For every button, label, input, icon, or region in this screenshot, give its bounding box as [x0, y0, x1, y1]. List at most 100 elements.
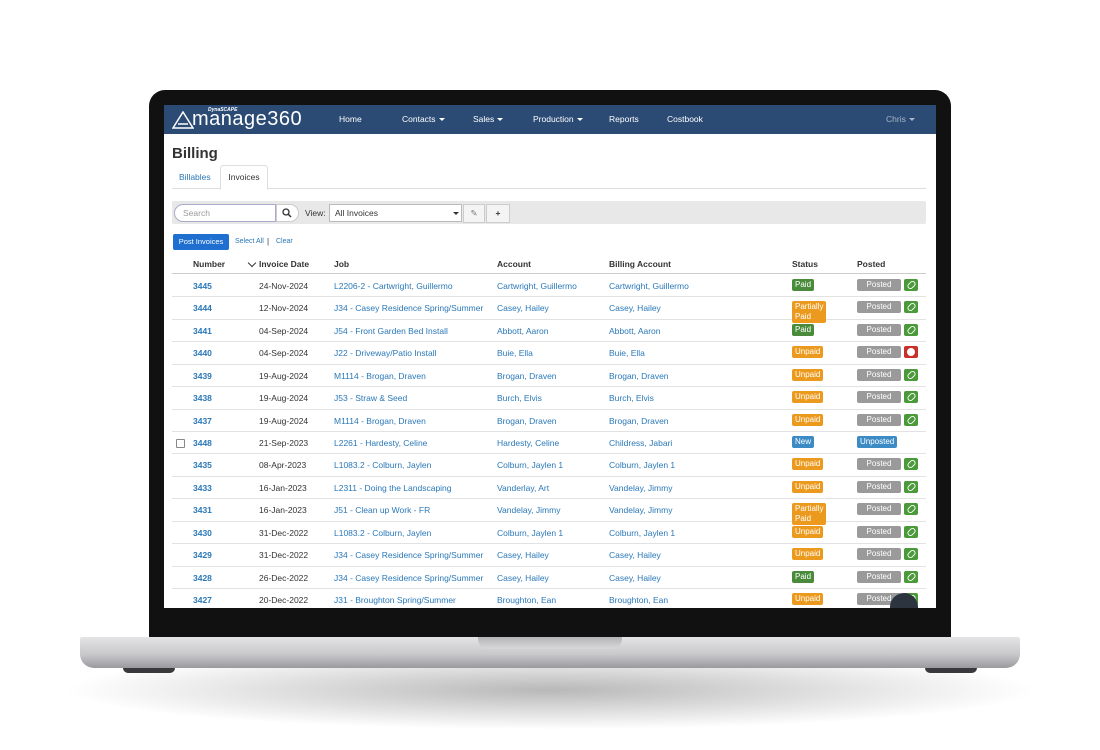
posted-badge[interactable]: Posted: [857, 525, 901, 538]
cell-8-4[interactable]: Vandelay, Jimmy: [609, 482, 673, 493]
cell-8-4[interactable]: Childress, Jabari: [609, 438, 673, 448]
cell-8-3[interactable]: Cartwright, Guillermo: [497, 281, 577, 291]
row-checkbox[interactable]: [176, 439, 185, 448]
cell-8-2[interactable]: L1083.2 - Colburn, Jaylen: [334, 460, 432, 471]
cell-8-0[interactable]: 3441: [193, 325, 212, 336]
cell-8-3[interactable]: Abbott, Aaron: [497, 325, 549, 336]
cell-8-0[interactable]: 3431: [193, 505, 212, 516]
tab-active[interactable]: Invoices: [220, 165, 268, 190]
link-icon[interactable]: [904, 503, 918, 516]
tab[interactable]: Billables: [179, 172, 211, 182]
link-icon[interactable]: [904, 279, 918, 291]
cell-8-0[interactable]: 3430: [193, 527, 212, 538]
posted-badge[interactable]: Posted: [857, 503, 901, 516]
cell-8-2[interactable]: J54 - Front Garden Bed Install: [334, 325, 448, 336]
cell-8-0[interactable]: 3427: [193, 595, 212, 606]
link-icon[interactable]: [904, 323, 918, 336]
cell-8-4[interactable]: Abbott, Aaron: [609, 325, 661, 336]
link-icon[interactable]: [904, 570, 918, 583]
link-icon[interactable]: [904, 301, 918, 314]
nav-costbook[interactable]: Costbook: [667, 114, 703, 124]
cell-8-2[interactable]: M1114 - Brogan, Draven: [334, 370, 426, 381]
column-header[interactable]: Posted: [857, 259, 886, 269]
cell-8-4[interactable]: Burch, Elvis: [609, 393, 654, 404]
column-header[interactable]: Billing Account: [609, 259, 672, 269]
link-icon[interactable]: [904, 458, 918, 471]
nav-user[interactable]: Chris: [886, 114, 915, 124]
cell-8-4[interactable]: Brogan, Draven: [609, 415, 669, 426]
link-icon[interactable]: [904, 368, 918, 381]
posted-badge[interactable]: Posted: [857, 279, 901, 291]
add-view-button[interactable]: +: [486, 204, 510, 223]
cell-8-4[interactable]: Vandelay, Jimmy: [609, 505, 673, 516]
nav-home[interactable]: Home: [339, 114, 362, 124]
cell-8-2[interactable]: L2261 - Hardesty, Celine: [334, 438, 428, 448]
search-button[interactable]: [276, 204, 299, 222]
posted-badge[interactable]: Posted: [857, 368, 901, 381]
cell-8-3[interactable]: Casey, Hailey: [497, 550, 549, 561]
nav-contacts[interactable]: Contacts: [402, 114, 445, 124]
column-header[interactable]: Account: [497, 259, 531, 269]
edit-view-button[interactable]: ✎: [463, 204, 485, 223]
brand[interactable]: manage360: [192, 108, 303, 130]
cell-8-2[interactable]: J22 - Driveway/Patio Install: [334, 348, 437, 359]
cell-8-0[interactable]: 3439: [193, 370, 212, 381]
link-icon[interactable]: [904, 413, 918, 426]
link-icon[interactable]: [904, 480, 918, 493]
nav-reports[interactable]: Reports: [609, 114, 639, 124]
view-select[interactable]: All Invoices: [329, 204, 462, 222]
cell-8-0[interactable]: 3429: [193, 550, 212, 561]
cell-8-2[interactable]: J51 - Clean up Work - FR: [334, 505, 431, 516]
posted-badge[interactable]: Posted: [857, 346, 901, 359]
cell-8-2[interactable]: L1083.2 - Colburn, Jaylen: [334, 527, 432, 538]
cell-8-4[interactable]: Casey, Hailey: [609, 303, 661, 314]
cell-8-3[interactable]: Colburn, Jaylen 1: [497, 460, 564, 471]
nav-production[interactable]: Production: [533, 114, 583, 124]
column-header[interactable]: Job: [334, 259, 350, 269]
cell-8-3[interactable]: Casey, Hailey: [497, 572, 549, 583]
cell-8-3[interactable]: Vandelay, Jimmy: [497, 505, 561, 516]
alert-icon[interactable]: [904, 346, 918, 359]
cell-8-2[interactable]: L2206-2 - Cartwright, Guillermo: [334, 281, 453, 291]
help-button[interactable]: [890, 593, 918, 608]
cell-8-4[interactable]: Broughton, Ean: [609, 595, 669, 606]
cell-8-0[interactable]: 3440: [193, 348, 212, 359]
cell-8-0[interactable]: 3445: [193, 281, 212, 291]
cell-8-3[interactable]: Hardesty, Celine: [497, 438, 560, 448]
link-icon[interactable]: [904, 391, 918, 404]
column-header[interactable]: Number: [193, 259, 226, 269]
cell-8-0[interactable]: 3435: [193, 460, 212, 471]
posted-badge[interactable]: Posted: [857, 548, 901, 561]
cell-8-4[interactable]: Cartwright, Guillermo: [609, 281, 689, 291]
cell-8-0[interactable]: 3437: [193, 415, 212, 426]
posted-badge[interactable]: Posted: [857, 301, 901, 314]
cell-8-2[interactable]: J34 - Casey Residence Spring/Summer: [334, 303, 484, 314]
cell-8-0[interactable]: 3444: [193, 303, 212, 314]
cell-8-0[interactable]: 3433: [193, 482, 212, 493]
posted-badge[interactable]: Posted: [857, 323, 901, 336]
posted-badge[interactable]: Posted: [857, 413, 901, 426]
post-invoices-button[interactable]: Post Invoices: [173, 234, 229, 250]
column-header[interactable]: Status: [792, 259, 818, 269]
cell-8-2[interactable]: J34 - Casey Residence Spring/Summer: [334, 550, 484, 561]
cell-8-3[interactable]: Brogan, Draven: [497, 370, 557, 381]
cell-8-0[interactable]: 3448: [193, 438, 212, 448]
column-header[interactable]: Invoice Date: [259, 259, 310, 269]
cell-8-3[interactable]: Burch, Elvis: [497, 393, 542, 404]
posted-badge[interactable]: Posted: [857, 480, 901, 493]
cell-8-4[interactable]: Buie, Ella: [609, 348, 645, 359]
posted-badge[interactable]: Posted: [857, 391, 901, 404]
cell-8-3[interactable]: Colburn, Jaylen 1: [497, 527, 564, 538]
link-icon[interactable]: [904, 548, 918, 561]
select-all[interactable]: Select All: [235, 238, 264, 245]
cell-8-4[interactable]: Casey, Hailey: [609, 550, 661, 561]
cell-8-2[interactable]: M1114 - Brogan, Draven: [334, 415, 426, 426]
cell-8-4[interactable]: Brogan, Draven: [609, 370, 669, 381]
search-input[interactable]: Search: [174, 204, 276, 222]
clear[interactable]: Clear: [276, 238, 293, 245]
posted-badge[interactable]: Posted: [857, 570, 901, 583]
cell-8-4[interactable]: Colburn, Jaylen 1: [609, 460, 676, 471]
cell-8-2[interactable]: J34 - Casey Residence Spring/Summer: [334, 572, 484, 583]
cell-8-0[interactable]: 3428: [193, 572, 212, 583]
posted-badge[interactable]: Unposted: [857, 436, 898, 448]
